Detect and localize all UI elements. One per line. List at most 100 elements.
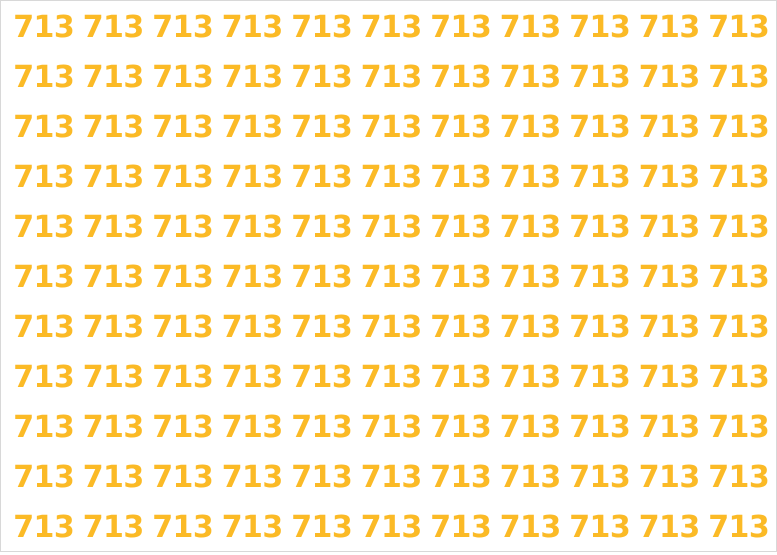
grid-cell-r2-c3[interactable]: 713 <box>152 60 214 95</box>
grid-cell-r10-c3[interactable]: 713 <box>152 460 214 495</box>
grid-cell-r4-c5[interactable]: 713 <box>291 160 353 195</box>
grid-cell-r5-c7[interactable]: 713 <box>430 210 492 245</box>
grid-cell-r7-c2[interactable]: 713 <box>82 310 145 345</box>
grid-cell-r8-c7[interactable]: 713 <box>430 360 492 395</box>
grid-cell-r8-c2[interactable]: 713 <box>82 360 145 395</box>
grid-cell-r9-c9[interactable]: 713 <box>569 410 631 445</box>
grid-cell-r1-c3[interactable]: 713 <box>152 10 214 45</box>
grid-cell-r2-c4[interactable]: 713 <box>221 60 284 95</box>
grid-cell-r7-c4[interactable]: 713 <box>221 310 284 345</box>
grid-cell-r2-c5[interactable]: 713 <box>291 60 353 95</box>
grid-cell-r2-c9[interactable]: 713 <box>569 60 631 95</box>
grid-cell-r10-c6[interactable]: 713 <box>360 460 423 495</box>
grid-cell-r2-c11[interactable]: 713 <box>708 60 770 95</box>
grid-cell-r7-c9[interactable]: 713 <box>569 310 631 345</box>
grid-cell-r6-c3[interactable]: 713 <box>152 260 214 295</box>
grid-cell-r2-c10[interactable]: 713 <box>638 60 701 95</box>
grid-cell-r10-c7[interactable]: 713 <box>430 460 492 495</box>
grid-cell-r9-c6[interactable]: 713 <box>360 410 423 445</box>
grid-cell-r1-c4[interactable]: 713 <box>221 10 284 45</box>
grid-cell-r10-c5[interactable]: 713 <box>291 460 353 495</box>
grid-cell-r6-c6[interactable]: 713 <box>360 260 423 295</box>
grid-cell-r8-c3[interactable]: 713 <box>152 360 214 395</box>
grid-cell-r1-c11[interactable]: 713 <box>708 10 770 45</box>
grid-cell-r9-c1[interactable]: 713 <box>13 410 75 445</box>
grid-cell-r6-c8[interactable]: 713 <box>499 260 562 295</box>
grid-cell-r5-c6[interactable]: 713 <box>360 210 423 245</box>
grid-cell-r9-c5[interactable]: 713 <box>291 410 353 445</box>
grid-cell-r3-c6[interactable]: 713 <box>360 110 423 145</box>
grid-cell-r5-c4[interactable]: 713 <box>221 210 284 245</box>
grid-cell-r5-c10[interactable]: 713 <box>638 210 701 245</box>
grid-cell-r9-c10[interactable]: 713 <box>638 410 701 445</box>
grid-cell-r4-c8[interactable]: 713 <box>499 160 562 195</box>
grid-cell-r1-c5[interactable]: 713 <box>291 10 353 45</box>
grid-cell-r3-c1[interactable]: 713 <box>13 110 75 145</box>
grid-cell-r9-c3[interactable]: 713 <box>152 410 214 445</box>
grid-cell-r10-c2[interactable]: 713 <box>82 460 145 495</box>
grid-cell-r9-c7[interactable]: 713 <box>430 410 492 445</box>
grid-cell-r5-c5[interactable]: 713 <box>291 210 353 245</box>
grid-cell-r7-c7[interactable]: 713 <box>430 310 492 345</box>
grid-cell-r10-c8[interactable]: 713 <box>499 460 562 495</box>
grid-cell-r8-c11[interactable]: 713 <box>708 360 770 395</box>
grid-cell-r2-c1[interactable]: 713 <box>13 60 75 95</box>
grid-cell-r9-c4[interactable]: 713 <box>221 410 284 445</box>
grid-cell-r10-c4[interactable]: 713 <box>221 460 284 495</box>
grid-cell-r1-c10[interactable]: 713 <box>638 10 701 45</box>
grid-cell-r6-c2[interactable]: 713 <box>82 260 145 295</box>
grid-cell-r4-c4[interactable]: 713 <box>221 160 284 195</box>
grid-cell-r11-c11[interactable]: 713 <box>708 510 770 545</box>
grid-cell-r1-c6[interactable]: 713 <box>360 10 423 45</box>
grid-cell-r3-c10[interactable]: 713 <box>638 110 701 145</box>
grid-cell-r1-c8[interactable]: 713 <box>499 10 562 45</box>
grid-cell-r8-c1[interactable]: 713 <box>13 360 75 395</box>
grid-cell-r4-c2[interactable]: 713 <box>82 160 145 195</box>
grid-cell-r6-c7[interactable]: 713 <box>430 260 492 295</box>
grid-cell-r2-c8[interactable]: 713 <box>499 60 562 95</box>
grid-cell-r2-c7[interactable]: 713 <box>430 60 492 95</box>
grid-cell-r6-c1[interactable]: 713 <box>13 260 75 295</box>
grid-cell-r7-c10[interactable]: 713 <box>638 310 701 345</box>
grid-cell-r5-c3[interactable]: 713 <box>152 210 214 245</box>
grid-cell-r8-c5[interactable]: 713 <box>291 360 353 395</box>
grid-cell-r11-c5[interactable]: 713 <box>291 510 353 545</box>
grid-cell-r9-c8[interactable]: 713 <box>499 410 562 445</box>
grid-cell-r3-c3[interactable]: 713 <box>152 110 214 145</box>
grid-cell-r4-c6[interactable]: 713 <box>360 160 423 195</box>
grid-cell-r11-c6[interactable]: 713 <box>360 510 423 545</box>
grid-cell-r8-c8[interactable]: 713 <box>499 360 562 395</box>
grid-cell-r11-c3[interactable]: 713 <box>152 510 214 545</box>
grid-cell-r11-c7[interactable]: 713 <box>430 510 492 545</box>
grid-cell-r1-c1[interactable]: 713 <box>13 10 75 45</box>
grid-cell-r8-c6[interactable]: 713 <box>360 360 423 395</box>
grid-cell-r5-c8[interactable]: 713 <box>499 210 562 245</box>
grid-cell-r6-c11[interactable]: 713 <box>708 260 770 295</box>
grid-cell-r1-c7[interactable]: 713 <box>430 10 492 45</box>
grid-cell-r11-c8[interactable]: 713 <box>499 510 562 545</box>
grid-cell-r6-c5[interactable]: 713 <box>291 260 353 295</box>
grid-cell-r11-c4[interactable]: 713 <box>221 510 284 545</box>
grid-cell-r7-c11[interactable]: 713 <box>708 310 770 345</box>
grid-cell-r10-c11[interactable]: 713 <box>708 460 770 495</box>
grid-cell-r3-c4[interactable]: 713 <box>221 110 284 145</box>
grid-cell-r4-c10[interactable]: 713 <box>638 160 701 195</box>
grid-cell-r7-c1[interactable]: 713 <box>13 310 75 345</box>
grid-cell-r3-c9[interactable]: 713 <box>569 110 631 145</box>
grid-cell-r4-c7[interactable]: 713 <box>430 160 492 195</box>
grid-cell-r11-c10[interactable]: 713 <box>638 510 701 545</box>
grid-cell-r10-c9[interactable]: 713 <box>569 460 631 495</box>
grid-cell-r7-c6[interactable]: 713 <box>360 310 423 345</box>
grid-cell-r7-c5[interactable]: 713 <box>291 310 353 345</box>
grid-cell-r4-c1[interactable]: 713 <box>13 160 75 195</box>
grid-cell-r5-c1[interactable]: 713 <box>13 210 75 245</box>
grid-cell-r3-c2[interactable]: 713 <box>82 110 145 145</box>
grid-cell-r4-c3[interactable]: 713 <box>152 160 214 195</box>
grid-cell-r4-c11[interactable]: 713 <box>708 160 770 195</box>
grid-cell-r2-c2[interactable]: 713 <box>82 60 145 95</box>
grid-cell-r1-c2[interactable]: 713 <box>82 10 145 45</box>
grid-cell-r5-c9[interactable]: 713 <box>569 210 631 245</box>
grid-cell-r3-c11[interactable]: 713 <box>708 110 770 145</box>
grid-cell-r1-c9[interactable]: 713 <box>569 10 631 45</box>
grid-cell-r11-c1[interactable]: 713 <box>13 510 75 545</box>
